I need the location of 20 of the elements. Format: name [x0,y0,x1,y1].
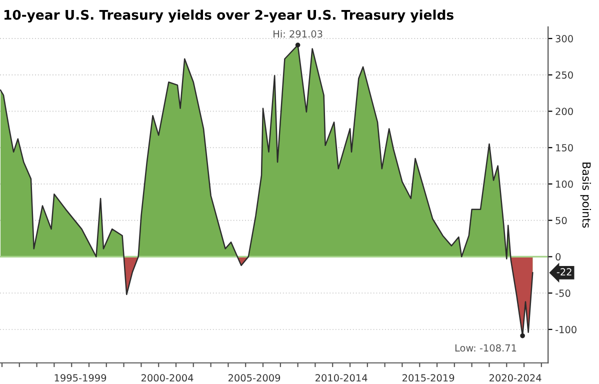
y-tick-label: 250 [556,71,573,79]
x-tick-label: 2000-2004 [141,374,194,382]
annotation: Hi: 291.03 [274,30,322,38]
annotation: Low: -108.71 [455,344,516,352]
y-tick-label: -50 [556,290,570,297]
x-tick-label: 2010-2014 [316,374,368,382]
y-tick-label: 50 [556,216,567,224]
y-tick-label: -100 [556,326,576,334]
x-tick-label: 1995-1999 [54,374,106,382]
y-tick-label: 150 [556,144,573,152]
x-tick-label: 2020-2024 [490,374,542,382]
y-axis-title: Basis points [580,162,591,228]
x-tick-label: 2015-2019 [402,374,454,382]
y-tick-label: 300 [556,34,573,42]
y-tick-label: 200 [556,108,573,116]
x-tick-label: 2005-2009 [228,374,280,382]
chart-title: 10-year U.S. Treasury yields over 2-year U.S. Treasury yields [4,10,454,22]
y-tick-label: 100 [556,180,573,188]
annotation: -22 [556,268,572,276]
y-tick-label: 0 [556,253,561,261]
